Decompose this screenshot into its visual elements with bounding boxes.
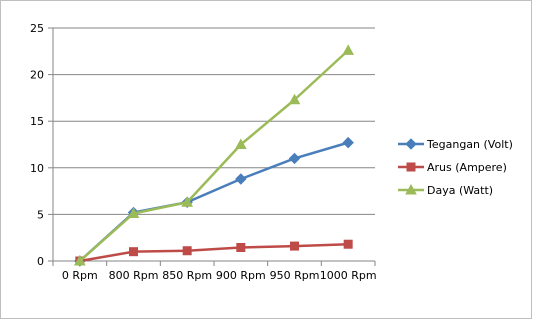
data-point — [290, 241, 299, 251]
data-point — [129, 247, 138, 257]
y-tick-label: 15 — [30, 115, 44, 128]
x-tick-label: 900 Rpm — [216, 269, 266, 282]
data-point — [236, 242, 246, 252]
data-point — [343, 239, 353, 249]
data-point — [73, 254, 86, 266]
legend-marker — [405, 138, 417, 150]
legend-item: Arus (Ampere) — [398, 161, 507, 174]
data-point — [342, 44, 355, 55]
x-tick-label: 0 Rpm — [62, 269, 98, 282]
x-tick-label: 800 Rpm — [109, 269, 159, 282]
x-tick-labels: 0 Rpm 800 Rpm 850 Rpm 900 Rpm 950 Rpm 1000 Rp… — [62, 269, 377, 282]
y-tick-label: 25 — [30, 22, 44, 35]
data-point — [288, 152, 301, 165]
legend-label: Daya (Watt) — [427, 184, 493, 197]
y-tick-label: 20 — [30, 69, 44, 82]
x-tick-label: 850 Rpm — [162, 269, 212, 282]
axes — [48, 27, 376, 266]
x-tick-label: 1000 Rpm — [320, 269, 377, 282]
data-point — [181, 196, 194, 207]
series-line — [78, 141, 349, 262]
series-2 — [73, 44, 355, 266]
series-line — [79, 49, 350, 262]
x-tick-label: 950 Rpm — [270, 269, 320, 282]
y-tick-label: 10 — [30, 162, 44, 175]
data-point — [127, 207, 140, 218]
legend-marker — [406, 162, 416, 172]
data-point — [234, 138, 247, 149]
legend-item: Daya (Watt) — [398, 183, 493, 197]
data-point — [288, 93, 301, 105]
data-point — [235, 173, 247, 185]
series-line — [79, 242, 349, 263]
series — [73, 44, 355, 267]
series-1 — [75, 239, 353, 266]
legend-marker — [405, 183, 417, 195]
data-point — [182, 246, 192, 256]
legend-label: Tegangan (Volt) — [426, 138, 513, 151]
y-tick-label: 0 — [37, 255, 44, 268]
y-tick-label: 5 — [37, 208, 44, 221]
legend-label: Arus (Ampere) — [427, 161, 507, 174]
gridlines — [53, 27, 375, 215]
legend: Tegangan (Volt) Arus (Ampere) Daya (Watt) — [398, 138, 513, 197]
legend-item: Tegangan (Volt) — [398, 138, 513, 151]
data-point — [342, 136, 354, 149]
y-tick-labels: 0 5 10 15 20 25 — [30, 22, 44, 268]
